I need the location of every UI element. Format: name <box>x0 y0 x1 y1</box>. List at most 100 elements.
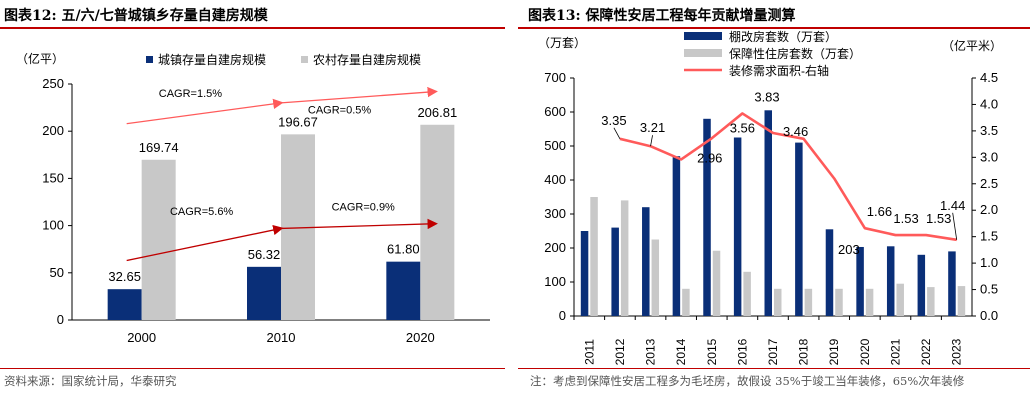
point-label: 203 <box>838 242 860 257</box>
bar-urban <box>107 289 142 320</box>
bar-affordable <box>590 197 598 316</box>
y-tick-label: 150 <box>42 170 64 185</box>
left-title-rule <box>0 27 505 29</box>
right-y-tick-label: 1.0 <box>980 255 998 270</box>
bar-shantytown <box>917 254 926 316</box>
point-label: 3.83 <box>754 89 779 104</box>
x-tick-label: 2014 <box>674 338 688 365</box>
bar-affordable <box>743 271 751 316</box>
point-label: 1.53 <box>926 211 951 226</box>
x-tick-label: 2018 <box>797 338 811 365</box>
line-decoration-demand <box>619 112 957 242</box>
right-y-tick-label: 2.0 <box>980 202 998 217</box>
bar-affordable <box>804 288 813 316</box>
y-tick-label: 0 <box>57 312 64 327</box>
bar-shantytown <box>795 142 803 316</box>
point-label: 3.21 <box>640 120 665 135</box>
bar-affordable <box>927 287 935 316</box>
bar-rural <box>420 124 455 320</box>
right-y-tick-label: 4.5 <box>980 70 998 85</box>
bar-affordable <box>835 288 843 316</box>
bar-rural <box>141 159 176 320</box>
left-y-tick-label: 0 <box>559 308 566 323</box>
x-tick-label: 2010 <box>267 330 296 345</box>
bar-affordable <box>682 288 690 316</box>
legend-label-1: 城镇存量自建房规模 <box>158 52 266 67</box>
x-tick-label: 2012 <box>613 338 627 365</box>
x-tick-label: 2011 <box>582 339 596 365</box>
legend-swatch-1 <box>684 32 722 40</box>
left-bar-chart: （亿平） 城镇存量自建房规模 农村存量自建房规模 0 50 100 150 200 250 200… <box>16 51 490 345</box>
legend-swatch-2 <box>684 49 722 57</box>
callout-line <box>952 212 958 240</box>
bar-shantytown <box>733 137 742 316</box>
bar-shantytown <box>948 251 956 316</box>
data-label: 196.67 <box>278 114 318 129</box>
y-tick-label: 50 <box>50 265 64 280</box>
bar-affordable <box>712 250 721 316</box>
bar-shantytown <box>886 246 895 316</box>
bar-affordable <box>620 200 629 316</box>
left-y-tick-label: 700 <box>544 70 566 85</box>
bar-shantytown <box>856 246 864 316</box>
left-source-text: 资料来源：国家统计局，华泰研究 <box>4 374 177 388</box>
legend-swatch-2 <box>301 56 308 63</box>
right-combo-chart: （万套） （亿平米） 棚改房套数（万套） 保障性住房套数（万套） 装修需求面积-右轴 0 1… <box>538 29 1002 365</box>
bar-shantytown <box>764 110 772 316</box>
right-unit-label: （亿平米） <box>942 38 1002 53</box>
point-label: 3.35 <box>601 113 626 128</box>
left-unit-label: （亿平） <box>16 51 64 66</box>
right-chart-panel: 图表13: 保障性安居工程每年贡献增量测算 （万套） （亿平米） 棚改房套数（万套）… <box>518 0 1030 402</box>
legend-label-2: 农村存量自建房规模 <box>313 52 421 67</box>
cagr-arrow <box>126 224 284 262</box>
left-chart-title: 图表12: 五/六/七普城镇乡存量自建房规模 <box>4 8 268 24</box>
right-y-tick-label: 3.5 <box>980 123 998 138</box>
cagr-arrow <box>280 218 438 230</box>
left-y-tick-label: 500 <box>544 138 566 153</box>
right-y-tick-label: 0.5 <box>980 282 998 297</box>
point-label: 2.96 <box>697 150 722 165</box>
legend-label-3: 装修需求面积-右轴 <box>729 63 829 78</box>
bar-affordable <box>651 239 660 316</box>
data-label: 56.32 <box>248 247 281 262</box>
point-label: 3.56 <box>730 121 755 136</box>
x-tick-label: 2019 <box>827 338 841 365</box>
right-y-tick-label: 0.0 <box>980 308 998 323</box>
point-label: 1.66 <box>867 204 892 219</box>
y-tick-label: 200 <box>42 123 64 138</box>
left-y-tick-label: 600 <box>544 104 566 119</box>
x-tick-label: 2021 <box>888 338 902 365</box>
right-y-tick-label: 4.0 <box>980 96 998 111</box>
legend-label-2: 保障性住房套数（万套） <box>729 46 861 61</box>
point-label: 1.53 <box>893 211 918 226</box>
bar-urban <box>386 261 421 320</box>
left-y-tick-label: 300 <box>544 206 566 221</box>
cagr-label: CAGR=5.6% <box>170 206 233 218</box>
left-y-tick-label: 200 <box>544 240 566 255</box>
cagr-label: CAGR=0.9% <box>332 201 395 213</box>
x-tick-label: 2022 <box>919 338 933 365</box>
x-tick-label: 2017 <box>766 338 780 365</box>
bar-shantytown <box>672 156 681 316</box>
right-y-tick-label: 2.5 <box>980 176 998 191</box>
cagr-label: CAGR=1.5% <box>159 88 222 100</box>
left-source-rule <box>0 368 505 369</box>
data-label: 206.81 <box>417 105 457 120</box>
callout-line <box>613 127 621 140</box>
callout-line <box>650 135 653 147</box>
cagr-arrow <box>126 98 284 125</box>
right-title-rule <box>518 27 1030 29</box>
right-y-tick-label: 1.5 <box>980 229 998 244</box>
x-tick-label: 2000 <box>127 330 156 345</box>
cagr-arrow <box>280 86 438 104</box>
legend-swatch-1 <box>146 56 153 63</box>
y-tick-label: 100 <box>42 218 64 233</box>
right-source-text: 注：考虑到保障性安居工程多为毛坯房，故假设 35%于竣工当年装修，65%次年装修 <box>530 374 965 388</box>
legend-label-1: 棚改房套数（万套） <box>729 29 837 44</box>
bar-shantytown <box>580 231 589 316</box>
bar-shantytown <box>611 227 619 316</box>
point-label: 1.44 <box>940 198 965 213</box>
right-source-rule <box>518 368 1030 369</box>
x-tick-label: 2020 <box>858 338 872 365</box>
left-y-tick-label: 400 <box>544 172 566 187</box>
